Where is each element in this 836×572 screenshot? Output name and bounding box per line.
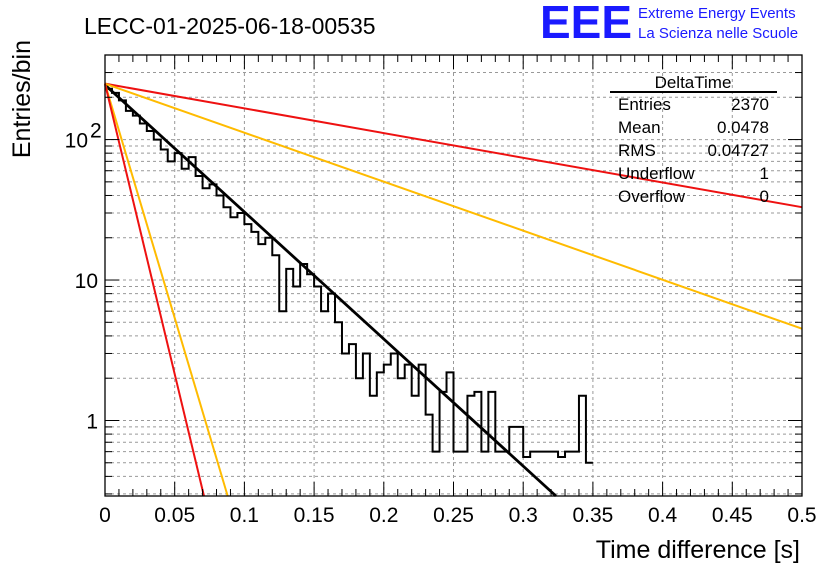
fit-line-3 bbox=[104, 82, 803, 330]
stats-label: Underflow bbox=[618, 164, 695, 183]
y-tick-label: 10 bbox=[65, 130, 88, 153]
stats-label: Mean bbox=[618, 118, 661, 137]
logo-line-1: Extreme Energy Events bbox=[638, 5, 796, 22]
histogram-outline bbox=[105, 87, 593, 464]
x-tick-label: 0.5 bbox=[787, 504, 816, 527]
x-tick-label: 0.45 bbox=[712, 504, 753, 527]
logo-line-2: La Scienza nelle Scuole bbox=[638, 25, 798, 42]
x-tick-label: 0 bbox=[99, 504, 111, 527]
x-tick-label: 0.05 bbox=[154, 504, 195, 527]
fit-line-5 bbox=[104, 83, 205, 497]
run-title: LECC-01-2025-06-18-00535 bbox=[84, 13, 376, 39]
axis-ticks bbox=[104, 54, 803, 496]
stats-label: RMS bbox=[618, 141, 656, 160]
x-axis-label: Time difference [s] bbox=[596, 536, 800, 564]
x-tick-label: 0.4 bbox=[648, 504, 678, 527]
x-tick-label: 0.2 bbox=[369, 504, 398, 527]
stats-value: 0 bbox=[760, 187, 769, 206]
stats-title: DeltaTime bbox=[655, 73, 732, 92]
x-tick-label: 0.15 bbox=[294, 504, 335, 527]
stats-rows: Entries 2370 Mean 0.0478 RMS 0.04727 Underflow… bbox=[618, 95, 769, 206]
y-tick-exponent: 2 bbox=[90, 120, 102, 143]
x-tick-label: 0.3 bbox=[509, 504, 538, 527]
stats-value: 1 bbox=[760, 164, 769, 183]
fit-line-4 bbox=[104, 83, 229, 497]
fit-lines bbox=[104, 82, 803, 498]
stats-label: Overflow bbox=[618, 187, 686, 206]
stats-label: Entries bbox=[618, 95, 671, 114]
y-axis-label: Entries/bin bbox=[8, 40, 36, 158]
x-tick-label: 0.25 bbox=[433, 504, 474, 527]
stats-box: DeltaTime Entries 2370 Mean 0.0478 RMS 0.0472… bbox=[610, 73, 777, 206]
stats-value: 0.04727 bbox=[708, 141, 769, 160]
plot-frame bbox=[104, 54, 803, 497]
fit-line-1 bbox=[104, 83, 557, 498]
y-tick-label: 10 bbox=[75, 270, 98, 293]
x-tick-label: 0.35 bbox=[572, 504, 613, 527]
x-tick-label: 0.1 bbox=[230, 504, 259, 527]
y-tick-label: 1 bbox=[86, 410, 98, 433]
histogram bbox=[105, 87, 593, 464]
logo-mark: EEE bbox=[540, 0, 632, 48]
x-tick-labels: 0 0.05 0.1 0.15 0.2 0.25 0.3 0.35 0.4 0.45 0.5 bbox=[99, 504, 816, 527]
fit-line-2 bbox=[104, 82, 803, 209]
stats-value: 2370 bbox=[731, 95, 769, 114]
stats-value: 0.0478 bbox=[717, 118, 769, 137]
eee-logo: EEE Extreme Energy Events La Scienza nel… bbox=[540, 0, 798, 48]
